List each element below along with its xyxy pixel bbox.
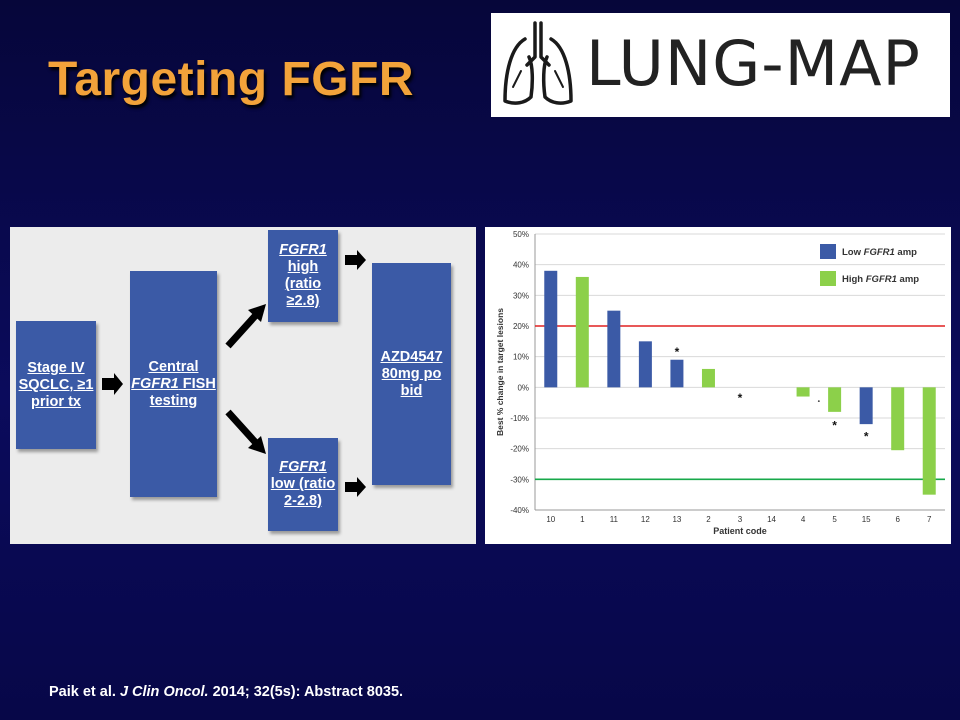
bar-patient-13 [670, 359, 684, 388]
logo-text: LUNG-MAP [586, 27, 921, 100]
bar-patient-5 [828, 387, 842, 412]
x-tick-label: 7 [927, 515, 932, 524]
waterfall-chart-panel: 50% 40% 30% 20% 10% 0% -10% -20% -30% -40% 10 1 11 12… [485, 227, 951, 544]
x-axis-label: Patient code [713, 526, 767, 536]
x-tick-label: 5 [832, 515, 837, 524]
arrow-central-to-high [225, 312, 259, 349]
x-tick-label: 10 [546, 515, 555, 524]
x-tick-label: 1 [580, 515, 585, 524]
y-tick-label: -10% [510, 414, 529, 423]
central-testing-box: Central FGFR1 FISH testing [130, 271, 217, 497]
y-tick-label: 30% [513, 291, 529, 300]
legend-label-high: High FGFR1 amp [842, 274, 919, 285]
bar-patient-7 [922, 387, 936, 495]
y-tick-label: 0% [517, 383, 529, 392]
bar-patient-11 [607, 310, 621, 388]
asterisk-marker: * [864, 429, 869, 443]
x-tick-label: 14 [767, 515, 776, 524]
legend-swatch-low [820, 244, 836, 259]
fgfr1-low-box: FGFR1 low (ratio 2-2.8) [268, 438, 338, 531]
x-tick-label: 13 [672, 515, 681, 524]
small-dot-marker [817, 400, 820, 403]
waterfall-chart: 50%40%30%20%10%0%-10%-20%-30%-40%10 1 11 12… [495, 230, 945, 536]
y-tick-label: -40% [510, 506, 529, 515]
arrow-high-to-drug [345, 250, 366, 270]
slide-title: Targeting FGFR [48, 53, 415, 106]
bar-patient-12 [638, 341, 652, 388]
bar-patient-6 [891, 387, 905, 451]
citation: Paik et al. J Clin Oncol. 2014; 32(5s): … [49, 684, 404, 700]
azd4547-box: AZD4547 80mg po bid [372, 263, 451, 485]
y-tick-label: -30% [510, 475, 529, 484]
fgfr1-high-box: FGFR1 high (ratio ≥2.8) [268, 230, 338, 322]
arrow-central-to-low [225, 409, 259, 446]
flowchart-arrows [102, 250, 366, 497]
asterisk-marker: * [738, 391, 743, 405]
legend-swatch-high [820, 271, 836, 286]
x-tick-label: 3 [738, 515, 743, 524]
x-tick-label: 15 [862, 515, 871, 524]
y-tick-label: 20% [513, 322, 529, 331]
bar-patient-1 [575, 276, 589, 388]
x-tick-label: 4 [801, 515, 806, 524]
x-tick-label: 2 [706, 515, 711, 524]
flowchart-panel: Stage IV SQCLC, ≥1 prior tx Central FGFR… [10, 227, 476, 544]
lung-map-logo: LUNG-MAP [491, 13, 950, 117]
asterisk-marker: * [675, 345, 680, 359]
lungs-icon [503, 21, 573, 105]
y-tick-label: 50% [513, 230, 529, 239]
x-tick-label: 11 [610, 515, 619, 524]
x-tick-label: 12 [641, 515, 650, 524]
y-axis-label: Best % change in target lesions [495, 308, 505, 436]
x-tick-label: 6 [895, 515, 900, 524]
y-tick-label: -20% [510, 445, 529, 454]
y-tick-label: 40% [513, 261, 529, 270]
bar-patient-15 [859, 387, 873, 425]
arrow-stage-to-central [102, 373, 123, 395]
legend-label-low: Low FGFR1 amp [842, 247, 917, 258]
arrow-low-to-drug [345, 477, 366, 497]
bar-patient-10 [544, 270, 558, 388]
y-tick-label: 10% [513, 353, 529, 362]
bar-patient-2 [701, 368, 715, 388]
asterisk-marker: * [832, 419, 837, 433]
stage-iv-box: Stage IV SQCLC, ≥1 prior tx [16, 321, 96, 449]
bar-patient-4 [796, 387, 810, 397]
